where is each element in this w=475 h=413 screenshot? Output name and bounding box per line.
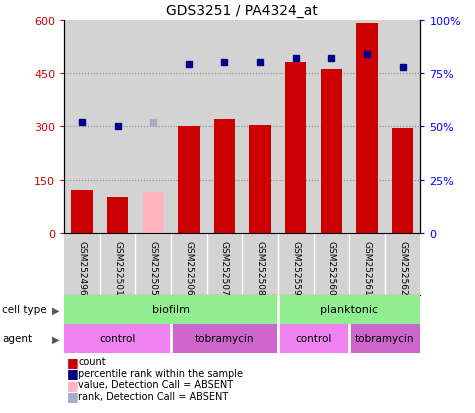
Text: biofilm: biofilm — [152, 305, 190, 315]
Bar — [64, 295, 278, 324]
Bar — [349, 324, 420, 353]
Bar — [64, 324, 171, 353]
Text: ▶: ▶ — [52, 305, 60, 315]
Text: control: control — [295, 334, 332, 344]
Bar — [171, 324, 278, 353]
Bar — [321, 70, 342, 233]
Text: count: count — [78, 356, 106, 366]
Text: GSM252562: GSM252562 — [398, 241, 407, 295]
Text: GSM252508: GSM252508 — [256, 241, 265, 295]
Text: GSM252501: GSM252501 — [113, 241, 122, 295]
Bar — [392, 129, 413, 233]
Text: GSM252559: GSM252559 — [291, 241, 300, 295]
Text: ■: ■ — [66, 389, 78, 403]
Text: GSM252560: GSM252560 — [327, 241, 336, 295]
Text: ■: ■ — [66, 355, 78, 368]
Text: ■: ■ — [66, 366, 78, 380]
Bar — [178, 127, 200, 233]
Text: value, Detection Call = ABSENT: value, Detection Call = ABSENT — [78, 380, 234, 389]
Bar — [71, 191, 93, 233]
Text: GSM252506: GSM252506 — [184, 241, 193, 295]
Bar — [356, 24, 378, 233]
Text: percentile rank within the sample: percentile rank within the sample — [78, 368, 243, 378]
Text: GSM252507: GSM252507 — [220, 241, 229, 295]
Bar — [285, 63, 306, 233]
Bar — [107, 198, 128, 233]
Text: planktonic: planktonic — [320, 305, 378, 315]
Text: GSM252496: GSM252496 — [77, 241, 86, 295]
Text: tobramycin: tobramycin — [195, 334, 254, 344]
Bar — [249, 125, 271, 233]
Bar — [214, 120, 235, 233]
Text: control: control — [99, 334, 136, 344]
Text: GSM252561: GSM252561 — [362, 241, 371, 295]
Text: GSM252505: GSM252505 — [149, 241, 158, 295]
Bar — [278, 324, 349, 353]
Bar — [142, 192, 164, 233]
Text: tobramycin: tobramycin — [355, 334, 415, 344]
Text: ■: ■ — [66, 378, 78, 391]
Title: GDS3251 / PA4324_at: GDS3251 / PA4324_at — [166, 4, 318, 18]
Text: agent: agent — [2, 334, 32, 344]
Text: ▶: ▶ — [52, 334, 60, 344]
Text: rank, Detection Call = ABSENT: rank, Detection Call = ABSENT — [78, 391, 228, 401]
Text: cell type: cell type — [2, 305, 47, 315]
Bar — [278, 295, 420, 324]
